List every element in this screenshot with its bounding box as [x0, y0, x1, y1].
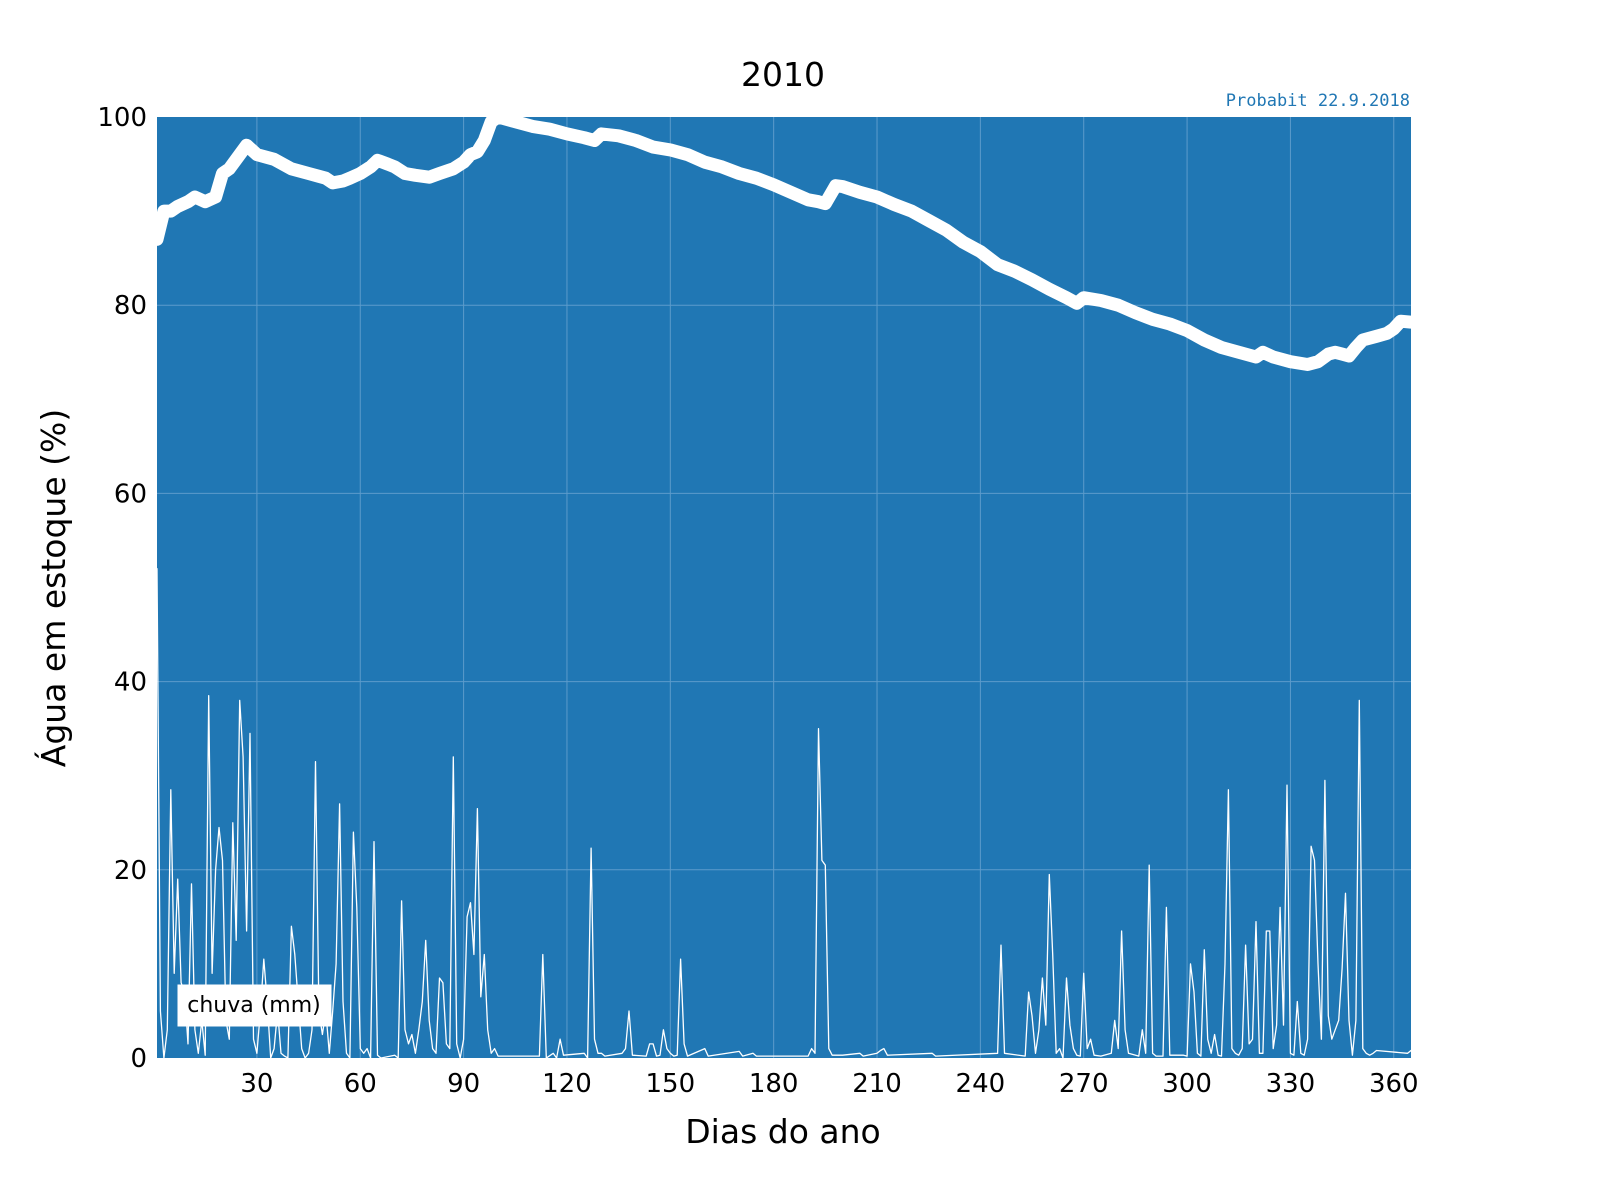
x-tick-label: 240 [956, 1069, 1006, 1099]
x-tick-label: 330 [1266, 1069, 1316, 1099]
x-axis-title: Dias do ano [685, 1112, 880, 1151]
x-tick-label: 60 [344, 1069, 377, 1099]
water-stock-line [157, 117, 1411, 371]
x-tick-label: 120 [542, 1069, 592, 1099]
credit-label: Probabit 22.9.2018 [1226, 91, 1410, 111]
grid [157, 117, 1411, 1058]
y-tick-label: 20 [114, 856, 147, 886]
x-tick-label: 90 [447, 1069, 480, 1099]
x-tick-label: 300 [1162, 1069, 1212, 1099]
y-tick-label: 0 [130, 1044, 147, 1074]
plot-area [157, 117, 1411, 1058]
legend-label: chuva (mm) [187, 993, 321, 1018]
x-tick-label: 150 [645, 1069, 695, 1099]
x-tick-label: 210 [852, 1069, 902, 1099]
y-tick-label: 60 [114, 479, 147, 509]
y-tick-label: 80 [114, 291, 147, 321]
y-axis-title: Água em estoque (%) [33, 409, 73, 767]
y-tick-label: 100 [97, 103, 147, 133]
legend: chuva (mm) [177, 984, 332, 1027]
x-tick-label: 360 [1369, 1069, 1419, 1099]
x-tick-label: 180 [749, 1069, 799, 1099]
chart-title: 2010 [741, 55, 825, 94]
x-axis-ticks: 30 60 90 120 150 180 210 240 270 300 330 360 [240, 1069, 1418, 1099]
x-tick-label: 270 [1059, 1069, 1109, 1099]
legend-box [177, 984, 332, 1027]
y-axis-ticks: 0 20 40 60 80 100 [97, 103, 147, 1074]
x-tick-label: 30 [240, 1069, 273, 1099]
y-tick-label: 40 [114, 668, 147, 698]
